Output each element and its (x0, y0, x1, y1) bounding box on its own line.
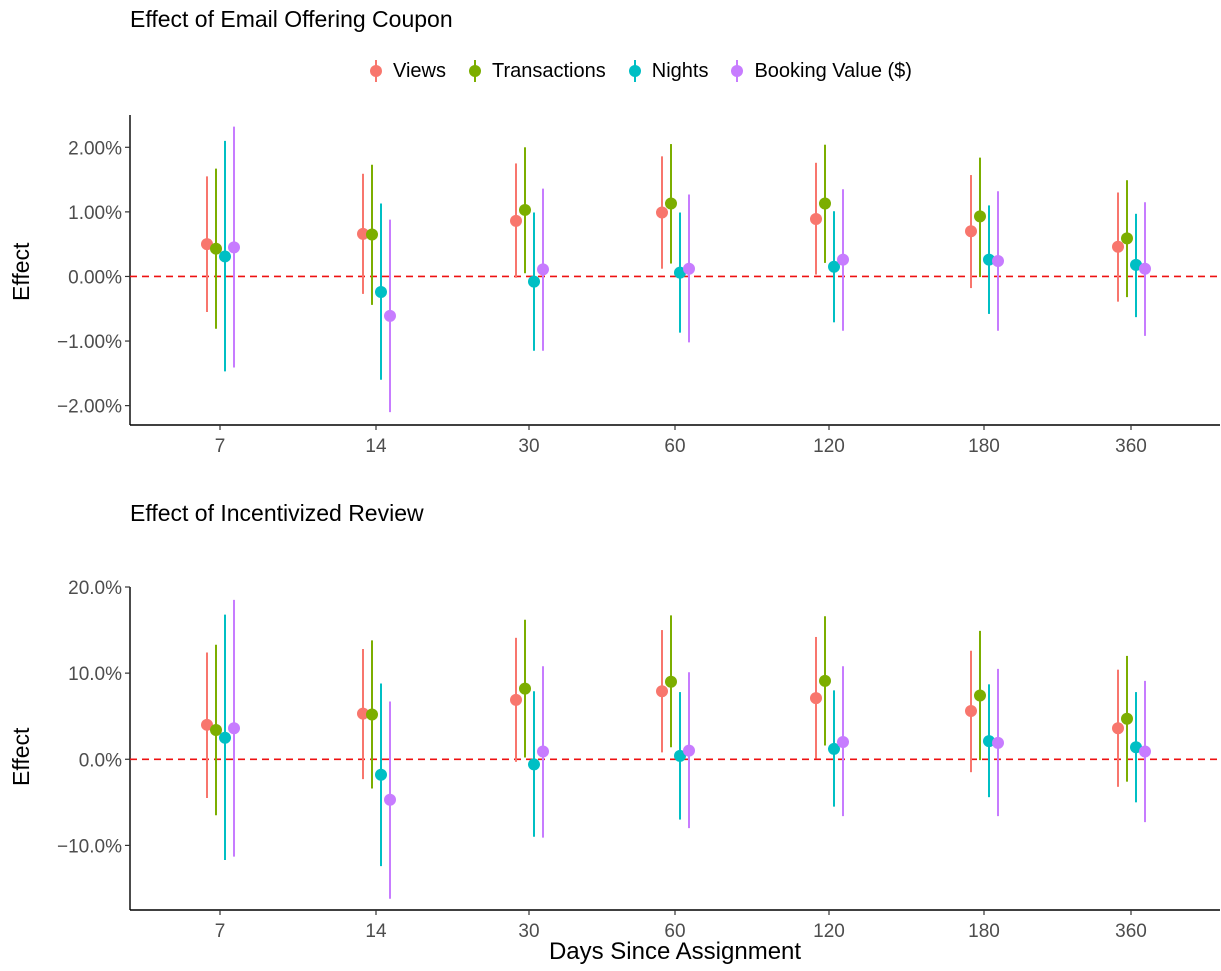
y-tick-label: −2.00% (57, 397, 122, 418)
point-nights (983, 253, 995, 266)
point-transactions (366, 708, 378, 721)
point-views (1112, 722, 1124, 735)
y-tick-label: 0.00% (68, 267, 122, 288)
x-tick-label: 60 (664, 436, 685, 457)
point-views (810, 692, 822, 705)
legend-item-transactions: Transactions (464, 56, 606, 86)
point-views (357, 227, 369, 240)
point-views (201, 238, 213, 251)
legend: Views Transactions Nights Booking Value … (365, 56, 930, 86)
y-tick-label: 0.0% (79, 750, 122, 771)
point-nights (375, 768, 387, 781)
chart-title-email-coupon: Effect of Email Offering Coupon (130, 6, 453, 32)
legend-label-booking-value: Booking Value ($) (754, 59, 912, 82)
point-booking-value (537, 745, 549, 758)
y-tick-label: 20.0% (68, 578, 122, 599)
point-transactions (1121, 712, 1133, 725)
point-views (510, 693, 522, 706)
x-tick-label: 180 (968, 921, 1000, 942)
legend-key-booking-value (731, 60, 744, 82)
point-views (1112, 240, 1124, 253)
point-booking-value (1139, 745, 1151, 758)
point-nights (528, 758, 540, 771)
point-booking-value (228, 241, 240, 254)
legend-label-transactions: Transactions (492, 59, 606, 82)
point-views (510, 214, 522, 227)
legend-item-booking-value: Booking Value ($) (726, 56, 912, 86)
point-nights (219, 250, 231, 263)
point-booking-value (683, 262, 695, 275)
legend-label-nights: Nights (651, 59, 709, 82)
point-transactions (665, 197, 677, 210)
x-tick-label: 14 (365, 921, 387, 942)
x-tick-label: 120 (813, 921, 845, 942)
point-nights (375, 285, 387, 298)
point-views (656, 685, 668, 698)
x-tick-label: 7 (215, 921, 226, 942)
point-booking-value (683, 744, 695, 757)
legend-item-nights: Nights (624, 56, 709, 86)
point-booking-value (837, 736, 849, 749)
x-tick-label: 30 (518, 921, 539, 942)
point-transactions (974, 689, 986, 702)
point-nights (828, 260, 840, 273)
point-booking-value (228, 722, 240, 735)
point-booking-value (384, 309, 396, 322)
point-nights (983, 735, 995, 748)
x-axis-label: Days Since Assignment (548, 938, 802, 965)
x-tick-label: 360 (1115, 921, 1147, 942)
point-nights (674, 749, 686, 762)
x-tick-label: 360 (1115, 436, 1147, 457)
y-tick-label: −1.00% (57, 332, 122, 353)
point-views (810, 212, 822, 225)
x-tick-label: 30 (518, 436, 539, 457)
x-tick-label: 7 (215, 436, 226, 457)
point-nights (828, 742, 840, 755)
y-tick-label: 2.00% (68, 138, 122, 159)
point-booking-value (992, 254, 1004, 267)
point-views (656, 206, 668, 219)
point-views (357, 707, 369, 720)
point-booking-value (1139, 262, 1151, 275)
point-nights (1130, 741, 1142, 754)
legend-key-views (370, 60, 382, 82)
point-transactions (819, 197, 831, 210)
point-transactions (210, 723, 222, 736)
point-nights (674, 266, 686, 279)
point-nights (219, 731, 231, 744)
point-transactions (1121, 232, 1133, 245)
y-tick-label: 1.00% (68, 203, 122, 224)
point-transactions (819, 674, 831, 687)
y-tick-label: 10.0% (68, 664, 122, 685)
point-transactions (366, 228, 378, 241)
point-booking-value (384, 793, 396, 806)
x-tick-label: 120 (813, 436, 845, 457)
point-nights (528, 275, 540, 288)
x-tick-label: 180 (968, 436, 1000, 457)
point-transactions (974, 210, 986, 223)
point-views (201, 718, 213, 731)
point-nights (1130, 258, 1142, 271)
legend-key-nights (628, 60, 641, 82)
legend-label-views: Views (393, 59, 446, 82)
point-views (965, 225, 977, 238)
point-booking-value (837, 253, 849, 266)
point-transactions (519, 682, 531, 695)
legend-item-views: Views (365, 56, 446, 86)
point-booking-value (992, 736, 1004, 749)
y-tick-label: −10.0% (57, 836, 122, 857)
x-tick-label: 60 (664, 921, 685, 942)
point-transactions (210, 242, 222, 255)
legend-key-transactions (469, 60, 481, 82)
point-transactions (665, 675, 677, 688)
point-booking-value (537, 263, 549, 276)
chart-title-incentivized-review: Effect of Incentivized Review (130, 500, 424, 526)
point-views (965, 705, 977, 718)
x-tick-label: 14 (365, 436, 387, 457)
point-transactions (519, 203, 531, 216)
